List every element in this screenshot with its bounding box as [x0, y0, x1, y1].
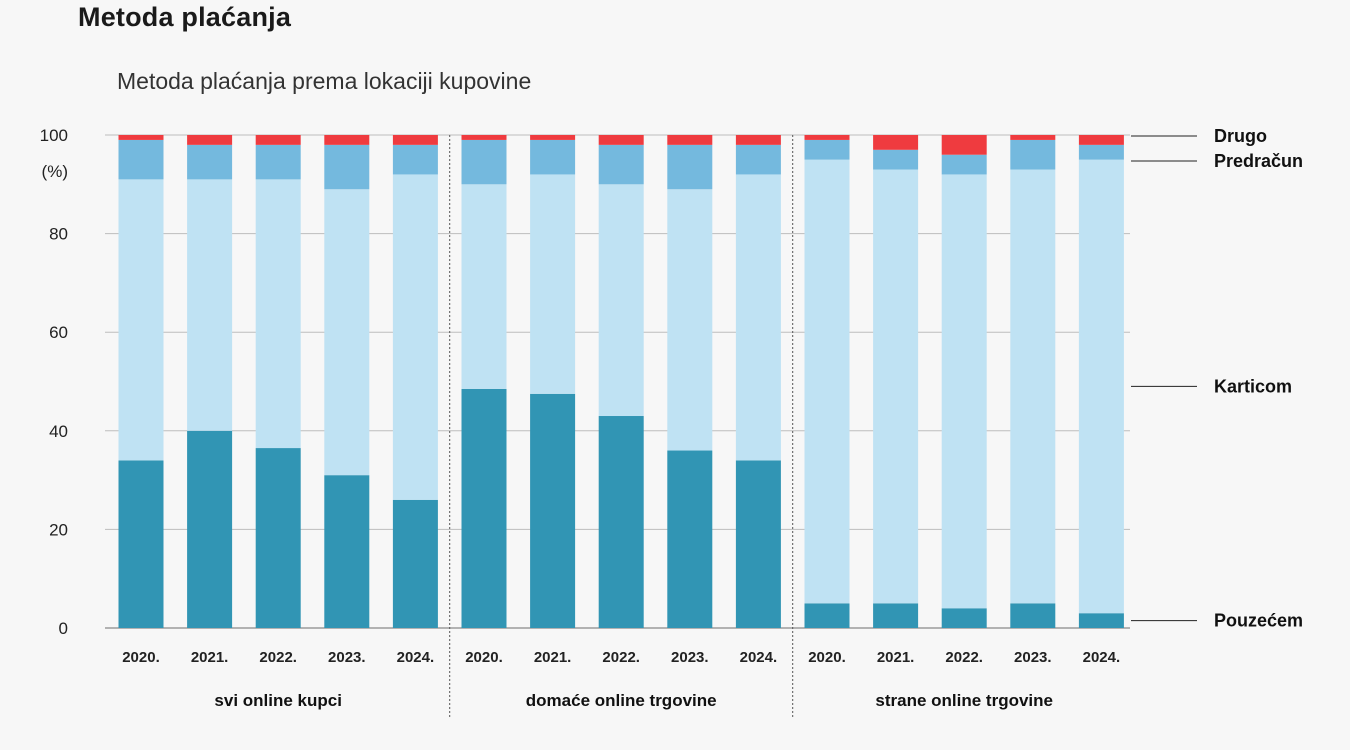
bar-segment-karticom [873, 169, 919, 604]
bar-segment-drugo [1078, 135, 1124, 145]
bar-segment-predračun [461, 139, 507, 185]
bar-segment-pouzećem [392, 499, 438, 628]
x-tick-label: 2023. [1014, 649, 1052, 666]
bar-segment-drugo [530, 135, 576, 140]
bar-segment-predračun [530, 139, 576, 175]
x-tick-label: 2021. [877, 649, 915, 666]
bar-segment-karticom [667, 189, 713, 451]
legend-label-pouzećem: Pouzećem [1214, 611, 1303, 631]
x-tick-label: 2021. [534, 649, 572, 666]
bar-segment-pouzećem [1010, 603, 1056, 628]
bar-segment-drugo [941, 135, 987, 155]
y-tick-label: 80 [49, 225, 68, 244]
bar-segment-pouzećem [1078, 613, 1124, 628]
bar-segment-karticom [1078, 159, 1124, 614]
group-label: domaće online trgovine [526, 691, 717, 710]
y-axis-unit-label: (%) [42, 162, 68, 181]
x-tick-label: 2022. [945, 649, 983, 666]
bar-segment-pouzećem [187, 430, 233, 628]
bar-segment-karticom [461, 184, 507, 389]
x-tick-label: 2022. [259, 649, 297, 666]
bar-segment-predračun [118, 139, 164, 180]
axes: 0 20 40 60 80 100 (%) 2020. 2021. 2022. 2023. 2024.… [40, 126, 1121, 710]
bar-segment-karticom [324, 189, 370, 476]
x-tick-label: 2022. [602, 649, 640, 666]
bar-segment-pouzećem [598, 416, 644, 628]
bar-segment-drugo [804, 135, 850, 140]
group-label: strane online trgovine [875, 691, 1053, 710]
group-label: svi online kupci [214, 691, 342, 710]
bars [118, 135, 1124, 628]
x-tick-label: 2021. [191, 649, 229, 666]
bar-segment-predračun [255, 144, 301, 180]
legend: Pouzećem Karticom Predračun Drugo [1131, 126, 1303, 631]
bar-segment-predračun [324, 144, 370, 190]
bar-segment-karticom [735, 174, 781, 461]
bar-segment-pouzećem [255, 448, 301, 628]
bar-segment-drugo [118, 135, 164, 140]
bar-segment-drugo [1010, 135, 1056, 140]
bar-segment-karticom [804, 159, 850, 604]
bar-segment-karticom [392, 174, 438, 500]
bar-segment-drugo [461, 135, 507, 140]
x-tick-label: 2020. [122, 649, 160, 666]
bar-segment-predračun [187, 144, 233, 180]
bar-segment-drugo [255, 135, 301, 145]
bar-segment-pouzećem [461, 388, 507, 628]
x-tick-label: 2020. [808, 649, 846, 666]
bar-segment-pouzećem [667, 450, 713, 628]
bar-segment-predračun [735, 144, 781, 175]
y-tick-label: 40 [49, 422, 68, 441]
y-tick-label: 60 [49, 323, 68, 342]
bar-segment-predračun [873, 149, 919, 170]
legend-label-karticom: Karticom [1214, 376, 1292, 396]
x-tick-label: 2024. [397, 649, 435, 666]
bar-segment-pouzećem [118, 460, 164, 628]
bar-segment-predračun [1010, 139, 1056, 170]
x-tick-label: 2023. [671, 649, 709, 666]
bar-segment-karticom [255, 179, 301, 449]
bar-segment-predračun [392, 144, 438, 175]
bar-segment-karticom [118, 179, 164, 461]
bar-segment-predračun [598, 144, 644, 185]
bar-segment-drugo [735, 135, 781, 145]
chart-subtitle: Metoda plaćanja prema lokaciji kupovine [117, 68, 532, 94]
bar-segment-drugo [324, 135, 370, 145]
bar-segment-karticom [598, 184, 644, 417]
bar-segment-pouzećem [804, 603, 850, 628]
bar-segment-predračun [941, 154, 987, 175]
bar-segment-predračun [667, 144, 713, 190]
page-title: Metoda plaćanja [78, 2, 292, 32]
legend-label-drugo: Drugo [1214, 126, 1267, 146]
bar-segment-karticom [941, 174, 987, 609]
y-tick-label: 20 [49, 520, 68, 539]
bar-segment-drugo [598, 135, 644, 145]
bar-segment-pouzećem [735, 460, 781, 628]
bar-segment-drugo [873, 135, 919, 150]
bar-segment-karticom [187, 179, 233, 431]
x-tick-label: 2023. [328, 649, 366, 666]
bar-segment-pouzećem [941, 608, 987, 628]
y-tick-label: 0 [59, 619, 68, 638]
legend-label-predračun: Predračun [1214, 151, 1303, 171]
bar-segment-pouzećem [530, 393, 576, 628]
x-tick-label: 2020. [465, 649, 503, 666]
bar-segment-drugo [392, 135, 438, 145]
bar-segment-drugo [187, 135, 233, 145]
bar-segment-pouzećem [324, 475, 370, 628]
y-tick-label: 100 [40, 126, 68, 145]
bar-segment-drugo [667, 135, 713, 145]
bar-segment-karticom [530, 174, 576, 394]
x-tick-label: 2024. [1083, 649, 1121, 666]
bar-segment-karticom [1010, 169, 1056, 604]
bar-segment-pouzećem [873, 603, 919, 628]
x-tick-label: 2024. [740, 649, 778, 666]
bar-segment-predračun [804, 139, 850, 160]
bar-segment-predračun [1078, 144, 1124, 160]
